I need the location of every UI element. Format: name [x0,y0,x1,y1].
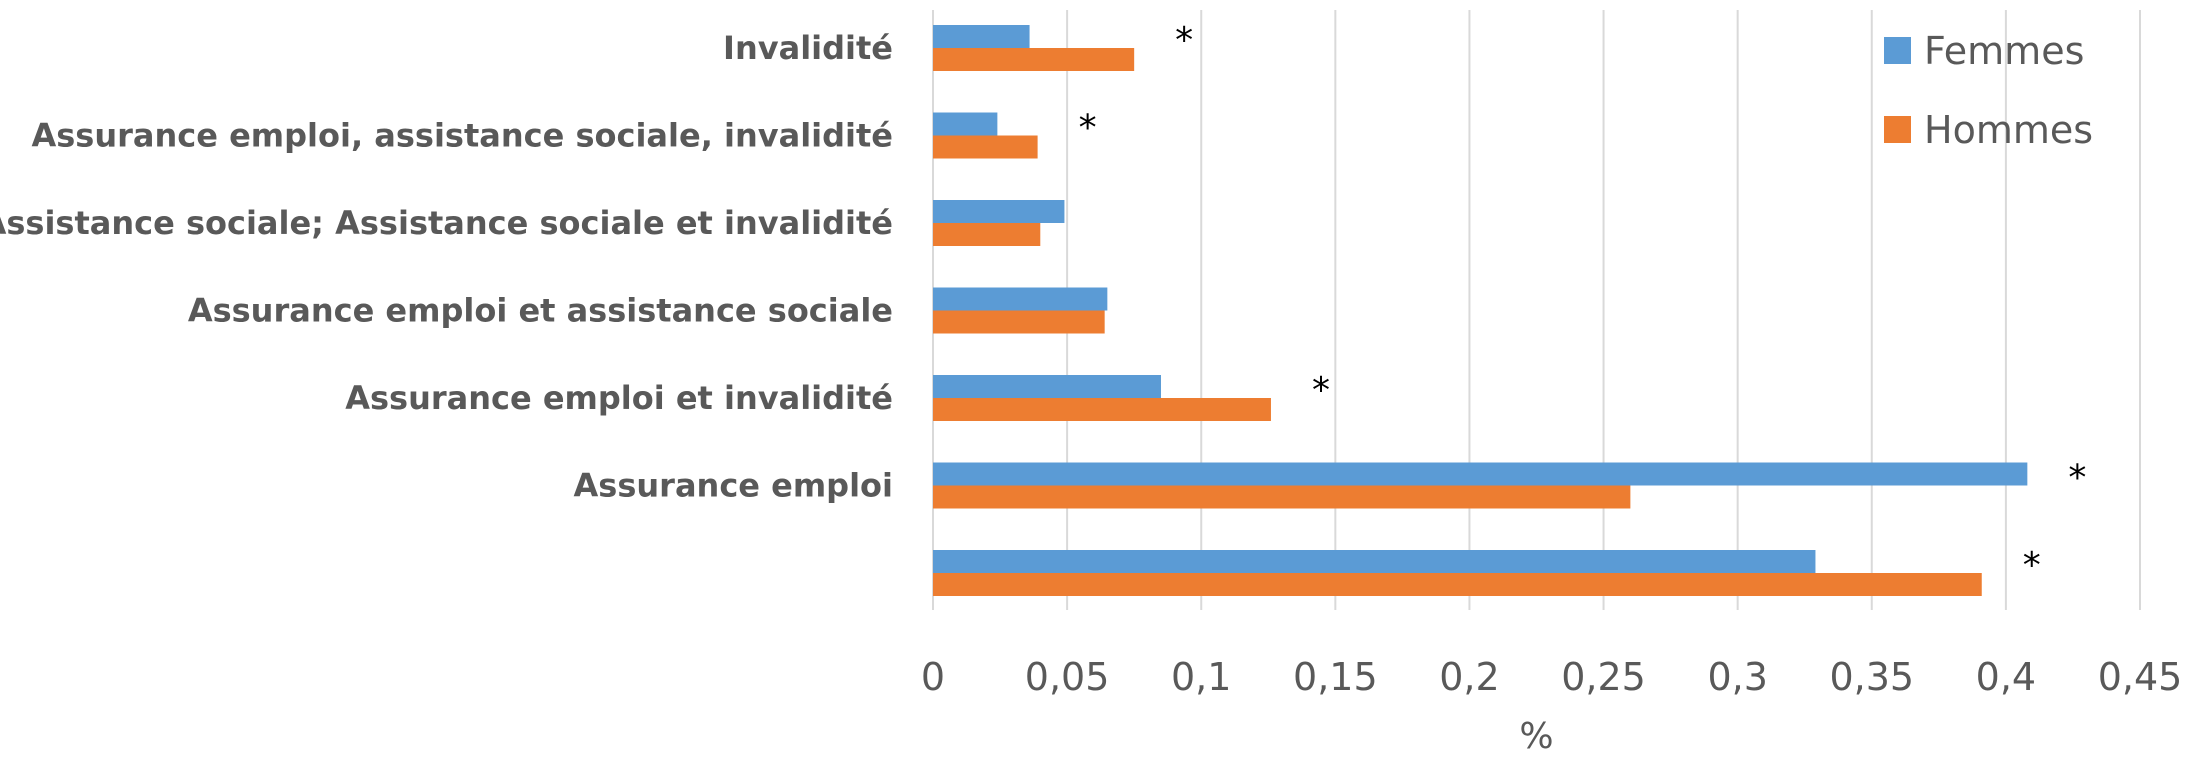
x-tick-label: 0,45 [2098,655,2183,699]
gridlines [932,10,2141,610]
bar-hommes [933,398,1271,421]
bar-femmes [933,200,1065,223]
x-tick-label: 0,25 [1561,655,1646,699]
bar-hommes [933,310,1105,334]
category-label: Assurance emploi et assistance sociale [188,292,893,330]
legend: Femmes Hommes [1884,29,2093,152]
significance-star: * [2023,545,2041,586]
x-tick-labels: 0 0,05 0,1 0,15 0,2 0,25 0,3 0,35 0,4 0,45 [921,655,2182,699]
bar-femmes [933,550,1816,573]
x-tick-label: 0,05 [1025,655,1110,699]
legend-label: Femmes [1924,29,2084,73]
legend-label: Hommes [1924,108,2093,152]
significance-star: * [1079,108,1097,149]
bar-hommes [933,485,1631,509]
category-label: Assistance sociale; Assistance sociale e… [0,204,893,242]
category-label: Assurance emploi [574,467,893,505]
x-tick-label: 0,2 [1439,655,1499,699]
category-label: Assurance emploi, assistance sociale, in… [31,117,893,155]
bar-hommes [933,223,1041,246]
legend-swatch-femmes [1884,37,1911,64]
x-tick-label: 0,3 [1707,655,1767,699]
category-label: Invalidité [723,29,893,67]
significance-markers: * * * * * [1079,20,2087,586]
bar-femmes [933,25,1030,48]
legend-swatch-hommes [1884,116,1911,143]
x-tick-label: 0 [921,655,945,699]
x-axis-title: % [1519,716,1553,757]
category-labels: Invalidité Assurance emploi, assistance s… [0,29,893,505]
bar-femmes [933,287,1108,311]
bar-femmes [933,462,2028,486]
bars [933,25,2028,596]
bar-hommes [933,573,1982,596]
significance-star: * [1312,370,1330,411]
x-tick-label: 0,1 [1171,655,1231,699]
significance-star: * [1175,20,1193,61]
x-tick-label: 0,15 [1293,655,1378,699]
x-tick-label: 0,4 [1976,655,2036,699]
bar-hommes [933,48,1135,71]
bar-hommes [933,135,1038,159]
bar-femmes [933,112,998,136]
significance-star: * [2068,458,2086,499]
x-tick-label: 0,35 [1829,655,1914,699]
category-label: Assurance emploi et invalidité [345,379,893,417]
bar-femmes [933,375,1161,398]
